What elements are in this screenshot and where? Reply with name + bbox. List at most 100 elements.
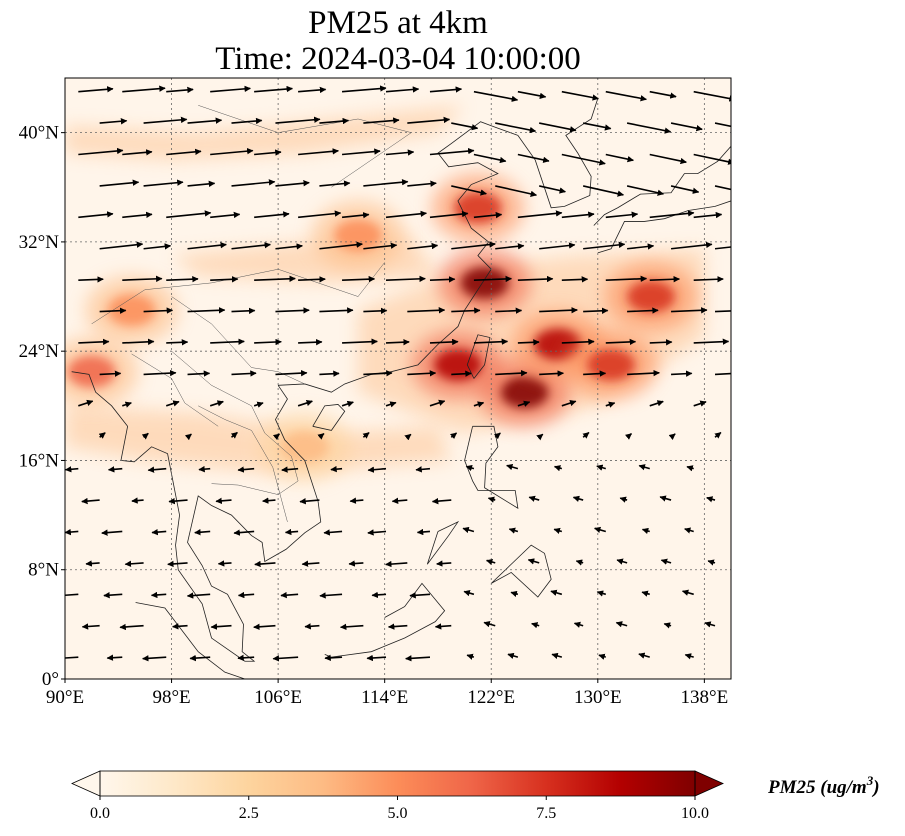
wind-arrow bbox=[473, 401, 485, 408]
wind-arrow bbox=[649, 210, 695, 219]
wind-arrow bbox=[210, 623, 232, 630]
lat-tick-label: 16°N bbox=[19, 450, 60, 471]
wind-arrow bbox=[209, 400, 224, 407]
wind-arrow bbox=[99, 179, 140, 187]
wind-arrow bbox=[230, 431, 238, 439]
wind-arrow bbox=[670, 185, 700, 194]
lat-tick-label: 24°N bbox=[19, 341, 60, 362]
wind-arrow bbox=[714, 372, 731, 376]
wind-arrow bbox=[99, 118, 128, 125]
wind-arrow bbox=[217, 560, 232, 567]
wind-arrow bbox=[189, 654, 211, 662]
wind-arrow bbox=[714, 431, 722, 439]
wind-arrow bbox=[605, 153, 634, 163]
wind-arrow bbox=[605, 90, 647, 102]
wind-arrow bbox=[561, 276, 589, 283]
wind-arrow bbox=[99, 241, 144, 250]
wind-arrow bbox=[483, 621, 496, 628]
wind-arrow bbox=[451, 307, 481, 314]
wind-arrow bbox=[284, 528, 299, 536]
wind-arrow bbox=[362, 431, 370, 439]
wind-arrow bbox=[649, 276, 680, 283]
wind-arrow bbox=[473, 338, 509, 345]
wind-arrow bbox=[619, 496, 628, 503]
wind-arrow bbox=[429, 399, 446, 407]
wind-arrow bbox=[707, 559, 716, 566]
wind-arrow bbox=[254, 85, 293, 93]
map-panel: 90°E 98°E 106°E 114°E 122°E 130°E 138°E 0° 8°N 16… bbox=[19, 77, 732, 708]
wind-arrow bbox=[385, 339, 410, 346]
wind-arrow bbox=[627, 307, 659, 314]
wind-arrow bbox=[391, 497, 408, 505]
wind-arrow bbox=[198, 465, 211, 473]
wind-arrow bbox=[143, 116, 188, 124]
wind-arrow bbox=[187, 180, 216, 188]
country-border bbox=[198, 405, 288, 522]
wind-arrow bbox=[596, 464, 607, 471]
wind-arrow bbox=[451, 370, 472, 377]
wind-arrow bbox=[122, 211, 153, 219]
wind-arrow bbox=[431, 497, 452, 505]
wind-arrow bbox=[686, 465, 694, 472]
wind-arrow bbox=[186, 592, 211, 599]
wind-arrow bbox=[429, 338, 459, 346]
wind-arrow bbox=[210, 85, 251, 93]
wind-arrow bbox=[387, 623, 408, 630]
wind-arrow bbox=[168, 497, 188, 505]
wind-arrow bbox=[275, 243, 303, 250]
wind-arrow bbox=[231, 179, 276, 187]
wind-arrow bbox=[142, 655, 167, 662]
coastline bbox=[464, 425, 519, 510]
wind-arrow bbox=[462, 526, 475, 534]
pm25-field bbox=[65, 105, 705, 481]
coastline bbox=[593, 146, 731, 226]
wind-arrow bbox=[407, 307, 446, 314]
coastline bbox=[71, 371, 322, 662]
wind-arrow bbox=[167, 560, 188, 568]
country-border bbox=[198, 105, 412, 188]
colorbar-bar bbox=[100, 771, 695, 796]
wind-arrow bbox=[233, 529, 255, 536]
pm25-hotspot bbox=[433, 348, 482, 381]
country-border bbox=[171, 296, 305, 385]
wind-arrow bbox=[671, 370, 693, 377]
wind-arrow bbox=[319, 117, 350, 125]
wind-arrow bbox=[143, 179, 184, 187]
wind-arrow bbox=[254, 149, 282, 156]
wind-arrow bbox=[254, 560, 276, 568]
country-border bbox=[171, 350, 299, 495]
wind-arrow bbox=[215, 497, 232, 505]
lon-tick-label: 106°E bbox=[254, 687, 302, 708]
wind-arrow bbox=[493, 432, 501, 440]
colorbar-tick-label: 2.5 bbox=[239, 805, 259, 822]
wind-arrow bbox=[583, 241, 626, 250]
wind-arrow bbox=[429, 210, 469, 219]
wind-arrow bbox=[539, 370, 564, 377]
wind-arrow bbox=[463, 590, 475, 597]
lat-tick-label: 32°N bbox=[19, 232, 60, 253]
pm25-hotspot bbox=[460, 266, 509, 299]
wind-arrow bbox=[299, 497, 320, 505]
lon-tick-label: 130°E bbox=[574, 687, 622, 708]
wind-arrow bbox=[649, 90, 677, 99]
wind-arrow bbox=[319, 180, 351, 187]
wind-arrow bbox=[649, 400, 664, 407]
wind-arrow bbox=[434, 623, 452, 630]
wind-arrow bbox=[194, 529, 211, 536]
wind-arrow bbox=[495, 122, 537, 134]
wind-arrow bbox=[416, 528, 431, 536]
wind-arrow bbox=[210, 211, 241, 219]
wind-vectors bbox=[65, 85, 731, 662]
wind-arrow bbox=[539, 242, 576, 250]
wind-arrow bbox=[624, 433, 632, 440]
wind-arrow bbox=[141, 432, 149, 440]
wind-arrow bbox=[166, 210, 212, 219]
pm25-hotspot bbox=[67, 355, 116, 388]
coastline bbox=[517, 98, 599, 209]
wind-arrow bbox=[319, 592, 343, 599]
wind-arrow bbox=[187, 117, 223, 124]
wind-arrow bbox=[495, 185, 538, 197]
wind-arrow bbox=[668, 433, 676, 441]
wind-arrow bbox=[210, 147, 254, 156]
wind-arrow bbox=[404, 433, 412, 441]
